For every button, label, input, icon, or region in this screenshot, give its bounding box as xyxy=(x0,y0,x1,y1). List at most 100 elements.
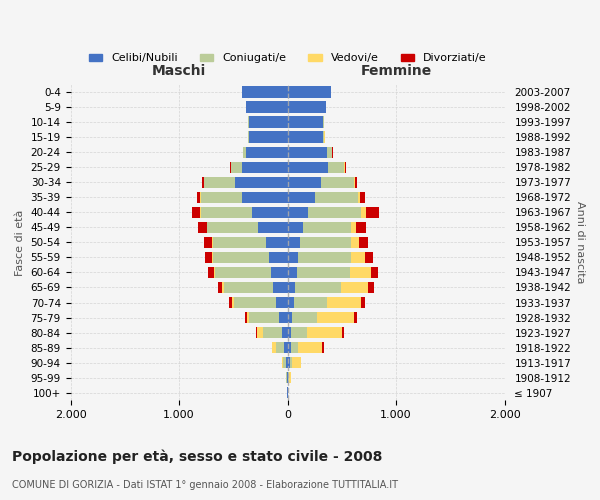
Bar xyxy=(271,267,287,278)
Bar xyxy=(242,192,287,203)
Bar xyxy=(229,297,232,308)
Bar xyxy=(368,282,374,293)
Bar xyxy=(315,192,358,203)
Bar xyxy=(275,342,284,353)
Bar xyxy=(242,86,287,98)
Bar xyxy=(360,192,365,203)
Bar xyxy=(287,176,321,188)
Bar xyxy=(246,102,287,112)
Bar xyxy=(242,162,287,173)
Bar xyxy=(298,252,351,263)
Y-axis label: Fasce di età: Fasce di età xyxy=(15,209,25,276)
Text: COMUNE DI GORIZIA - Dati ISTAT 1° gennaio 2008 - Elaborazione TUTTITALIA.IT: COMUNE DI GORIZIA - Dati ISTAT 1° gennai… xyxy=(12,480,398,490)
Bar xyxy=(287,297,293,308)
Bar xyxy=(205,252,212,263)
Bar xyxy=(321,176,354,188)
Bar xyxy=(212,236,266,248)
Bar xyxy=(287,236,299,248)
Bar xyxy=(351,252,365,263)
Bar xyxy=(235,176,287,188)
Bar xyxy=(198,222,207,233)
Bar xyxy=(287,192,315,203)
Bar xyxy=(274,282,287,293)
Bar xyxy=(287,162,328,173)
Bar xyxy=(361,297,365,308)
Bar xyxy=(284,342,287,353)
Bar xyxy=(287,116,323,128)
Bar xyxy=(292,357,301,368)
Text: Popolazione per età, sesso e stato civile - 2008: Popolazione per età, sesso e stato civil… xyxy=(12,450,382,464)
Bar xyxy=(247,312,249,323)
Bar xyxy=(280,312,287,323)
Text: Maschi: Maschi xyxy=(152,64,206,78)
Bar xyxy=(282,357,283,368)
Bar xyxy=(283,357,286,368)
Bar xyxy=(366,206,379,218)
Bar xyxy=(235,297,275,308)
Bar xyxy=(298,342,322,353)
Bar xyxy=(358,192,360,203)
Bar xyxy=(308,206,361,218)
Bar xyxy=(291,342,298,353)
Bar xyxy=(257,327,263,338)
Bar xyxy=(214,267,215,278)
Bar xyxy=(287,342,291,353)
Bar xyxy=(292,312,317,323)
Bar xyxy=(287,102,326,112)
Bar xyxy=(263,327,282,338)
Bar xyxy=(341,282,368,293)
Bar xyxy=(328,162,344,173)
Bar xyxy=(275,297,287,308)
Bar xyxy=(208,267,214,278)
Bar xyxy=(213,252,269,263)
Bar xyxy=(371,267,377,278)
Bar xyxy=(204,176,235,188)
Bar xyxy=(350,267,371,278)
Bar xyxy=(287,132,323,143)
Bar xyxy=(232,297,235,308)
Bar xyxy=(289,372,291,384)
Bar xyxy=(287,357,290,368)
Bar xyxy=(202,176,204,188)
Bar xyxy=(252,206,287,218)
Bar xyxy=(218,282,222,293)
Bar xyxy=(207,222,258,233)
Y-axis label: Anni di nascita: Anni di nascita xyxy=(575,201,585,283)
Bar xyxy=(291,327,307,338)
Bar xyxy=(215,267,271,278)
Bar xyxy=(266,236,287,248)
Bar xyxy=(327,297,361,308)
Bar xyxy=(282,327,287,338)
Bar xyxy=(286,372,287,384)
Bar xyxy=(293,297,327,308)
Bar xyxy=(356,222,366,233)
Bar xyxy=(243,146,247,158)
Bar xyxy=(287,252,298,263)
Bar xyxy=(224,282,274,293)
Bar xyxy=(245,312,247,323)
Bar xyxy=(355,176,357,188)
Bar xyxy=(287,372,289,384)
Legend: Celibi/Nubili, Coniugati/e, Vedovi/e, Divorziati/e: Celibi/Nubili, Coniugati/e, Vedovi/e, Di… xyxy=(84,49,491,68)
Bar xyxy=(323,132,325,143)
Bar xyxy=(290,357,292,368)
Bar xyxy=(269,252,287,263)
Bar xyxy=(201,192,242,203)
Bar xyxy=(326,146,332,158)
Bar xyxy=(303,222,350,233)
Bar xyxy=(222,282,224,293)
Bar xyxy=(258,222,287,233)
Bar xyxy=(287,206,308,218)
Bar xyxy=(350,236,359,248)
Bar xyxy=(322,342,325,353)
Bar xyxy=(317,312,354,323)
Bar xyxy=(344,162,346,173)
Bar xyxy=(205,236,212,248)
Bar xyxy=(248,132,287,143)
Text: Femmine: Femmine xyxy=(361,64,432,78)
Bar xyxy=(212,252,213,263)
Bar xyxy=(201,206,252,218)
Bar xyxy=(197,192,200,203)
Bar xyxy=(249,312,280,323)
Bar xyxy=(287,312,292,323)
